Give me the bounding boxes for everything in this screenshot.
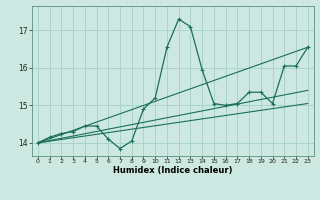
X-axis label: Humidex (Indice chaleur): Humidex (Indice chaleur): [113, 166, 233, 175]
